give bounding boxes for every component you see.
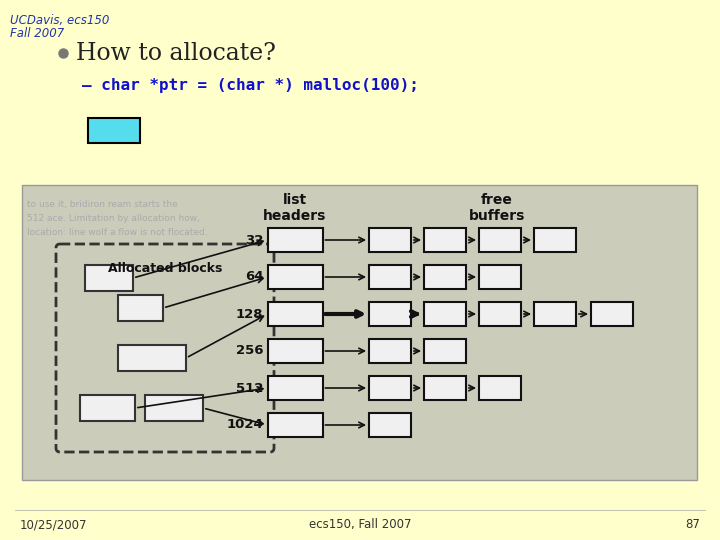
Bar [268,228,323,252]
Text: 512: 512 [236,381,264,395]
Bar [479,376,521,400]
Bar [369,413,411,437]
Text: list
headers: list headers [264,193,327,223]
Text: 10/25/2007: 10/25/2007 [20,518,88,531]
Bar [369,265,411,289]
Bar [118,295,163,321]
Bar [118,345,186,371]
Bar [268,302,323,326]
Bar [534,302,576,326]
Bar [85,265,133,291]
Bar [88,118,140,143]
Text: 512 ace. Limitation by allocation how,: 512 ace. Limitation by allocation how, [27,214,200,223]
Bar [424,302,466,326]
Bar [145,395,203,421]
Bar [22,185,697,480]
Text: 1024: 1024 [227,418,264,431]
Bar [369,376,411,400]
Text: 87: 87 [685,518,700,531]
Text: 128: 128 [236,307,264,321]
Bar [479,302,521,326]
Bar [369,339,411,363]
Bar [534,228,576,252]
Bar [369,228,411,252]
Text: UCDavis, ecs150: UCDavis, ecs150 [10,14,109,27]
Bar [268,413,323,437]
Bar [80,395,135,421]
Bar [479,265,521,289]
Text: 64: 64 [245,271,264,284]
Bar [268,339,323,363]
Text: Fall 2007: Fall 2007 [10,27,64,40]
Text: location: line wolf a flow is not flocated.: location: line wolf a flow is not flocat… [27,228,207,237]
Bar [424,339,466,363]
Bar [268,265,323,289]
Text: ecs150, Fall 2007: ecs150, Fall 2007 [309,518,411,531]
Text: Allocated blocks: Allocated blocks [108,262,222,275]
Bar [268,376,323,400]
Text: 32: 32 [245,233,264,246]
Text: – char *ptr = (char *) malloc(100);: – char *ptr = (char *) malloc(100); [82,78,419,93]
Bar [479,228,521,252]
Bar [369,302,411,326]
Bar [424,265,466,289]
Text: 256: 256 [236,345,264,357]
Text: to use it, bridiron ream starts the: to use it, bridiron ream starts the [27,200,178,209]
Text: free
buffers: free buffers [469,193,525,223]
Bar [591,302,633,326]
Text: How to allocate?: How to allocate? [76,42,276,65]
Bar [424,376,466,400]
Bar [424,228,466,252]
